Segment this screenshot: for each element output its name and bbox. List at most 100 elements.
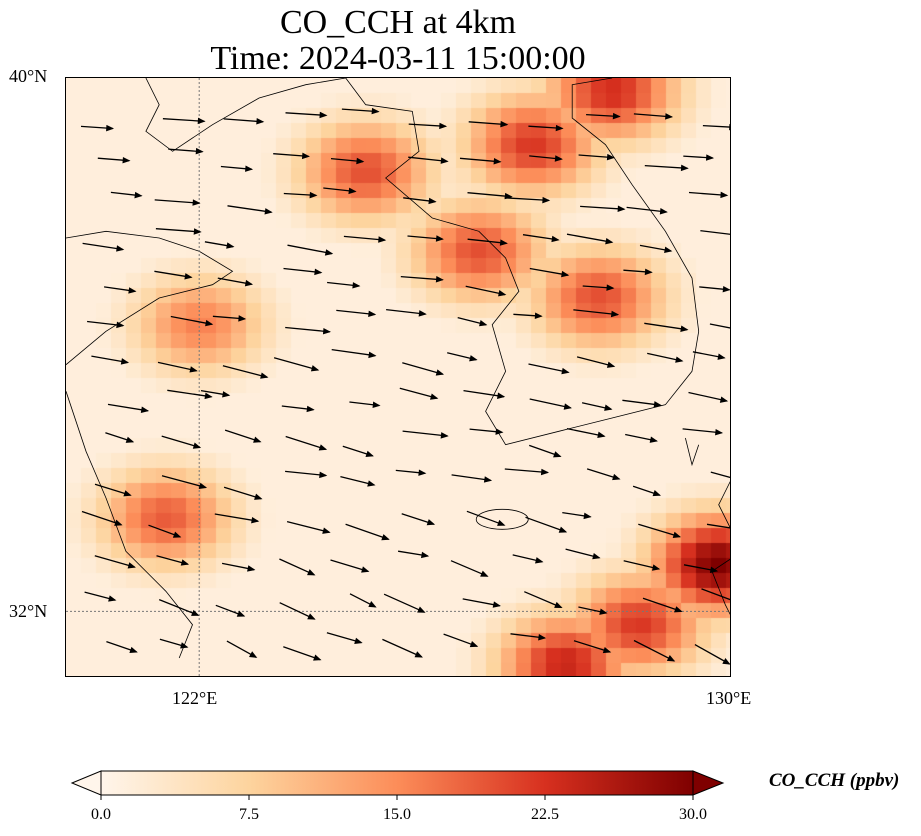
colorbar-min-extend <box>70 770 102 796</box>
wind-vector-head <box>583 512 592 520</box>
wind-vector-head <box>306 405 315 413</box>
wind-vector-head <box>500 120 509 128</box>
wind-vector-head <box>122 157 131 164</box>
wind-vector <box>157 361 197 372</box>
wind-vector <box>644 322 688 331</box>
wind-vector-head <box>313 654 322 661</box>
wind-vector <box>386 308 426 315</box>
wind-vector-head <box>361 566 370 573</box>
wind-vector <box>633 639 675 662</box>
wind-vector-head <box>260 372 269 379</box>
wind-vector <box>286 520 330 533</box>
wind-vector-head <box>189 366 198 373</box>
wind-vector-head <box>256 118 265 125</box>
colorbar-tick-label: 0.0 <box>91 806 111 823</box>
wind-vector <box>162 118 205 122</box>
wind-vector-head <box>249 651 258 658</box>
wind-vector-head <box>352 282 361 289</box>
wind-vector-head <box>649 436 658 443</box>
wind-vector-head <box>318 444 328 451</box>
wind-vector <box>107 403 148 412</box>
wind-vector <box>402 362 443 375</box>
wind-vector-head <box>496 392 506 399</box>
wind-vector-head <box>599 608 608 615</box>
wind-vector-head <box>561 367 570 375</box>
wind-vector-head <box>430 393 439 400</box>
co-concentration-field <box>66 78 730 676</box>
wind-vector-head <box>435 369 445 376</box>
wind-vector-head <box>597 431 606 439</box>
colorbar-tick-label: 7.5 <box>239 806 259 823</box>
wind-vector-head <box>563 403 572 410</box>
wind-vector-head <box>715 429 724 436</box>
wind-vector-head <box>307 569 316 576</box>
wind-vector-head <box>495 428 504 435</box>
wind-vector <box>285 470 327 477</box>
wind-vector-head <box>483 476 493 483</box>
wind-vector-head <box>129 646 138 653</box>
wind-vector-head <box>368 310 377 317</box>
wind-vector-head <box>722 286 730 293</box>
wind-vector <box>382 638 423 658</box>
wind-vector-head <box>664 246 673 254</box>
wind-vector-head <box>606 361 616 368</box>
wind-vector-head <box>319 471 328 479</box>
wind-vector <box>343 235 385 241</box>
wind-vector-head <box>498 290 507 297</box>
y-tick-label: 40°N <box>9 66 48 86</box>
wind-vector <box>273 357 319 371</box>
wind-vector-head <box>184 273 193 280</box>
wind-vector-head <box>672 531 682 538</box>
wind-vector <box>529 398 571 409</box>
wind-vector-head <box>197 117 206 125</box>
wind-vector-head <box>605 237 614 245</box>
wind-vector-head <box>172 531 182 538</box>
wind-vector-head <box>469 641 479 648</box>
wind-vector-head <box>198 482 208 490</box>
wind-vector-head <box>705 154 715 161</box>
wind-vector-head <box>222 391 231 398</box>
wind-vector-head <box>680 164 689 172</box>
colorbar-label: CO_CCH (ppbv) <box>769 770 900 791</box>
wind-vector-head <box>440 157 449 164</box>
wind-vector-head <box>192 199 201 206</box>
wind-vector <box>701 588 730 601</box>
wind-vector-head <box>558 526 568 533</box>
colorbar-tick-label: 15.0 <box>383 806 411 823</box>
wind-vector <box>161 435 201 449</box>
wind-vector-head <box>414 651 423 658</box>
wind-vector <box>504 197 549 202</box>
wind-vector-head <box>247 565 256 572</box>
colorbar <box>70 770 725 800</box>
wind-vector-head <box>356 157 365 165</box>
wind-vector <box>82 242 124 251</box>
wind-vector-head <box>106 124 114 132</box>
wind-vector-head <box>226 242 235 249</box>
wind-vector-head <box>553 451 562 458</box>
wind-vector-head <box>134 191 143 199</box>
wind-vector <box>345 523 389 540</box>
chart-subtitle: Time: 2024-03-11 15:00:00 <box>210 40 586 77</box>
wind-vector <box>402 430 448 437</box>
wind-vector-head <box>108 595 117 602</box>
wind-vector <box>285 112 327 117</box>
wind-vector <box>330 559 369 573</box>
wind-vector <box>710 471 730 479</box>
wind-vector <box>155 228 201 233</box>
wind-vector-head <box>652 490 662 497</box>
wind-vector <box>459 157 501 163</box>
wind-vector <box>688 391 728 402</box>
wind-vector-head <box>480 570 489 577</box>
wind-vector-head <box>120 358 130 365</box>
wind-vector <box>702 124 730 128</box>
wind-vector <box>465 285 506 296</box>
wind-vector-head <box>435 276 444 283</box>
wind-vector-head <box>651 564 661 571</box>
wind-vector <box>700 230 730 235</box>
wind-vector <box>709 323 730 329</box>
wind-vector-head <box>674 606 683 613</box>
wind-vector-head <box>666 655 676 662</box>
wind-vector <box>682 428 722 434</box>
wind-vector-head <box>428 197 437 205</box>
wind-vector-head <box>675 356 684 363</box>
